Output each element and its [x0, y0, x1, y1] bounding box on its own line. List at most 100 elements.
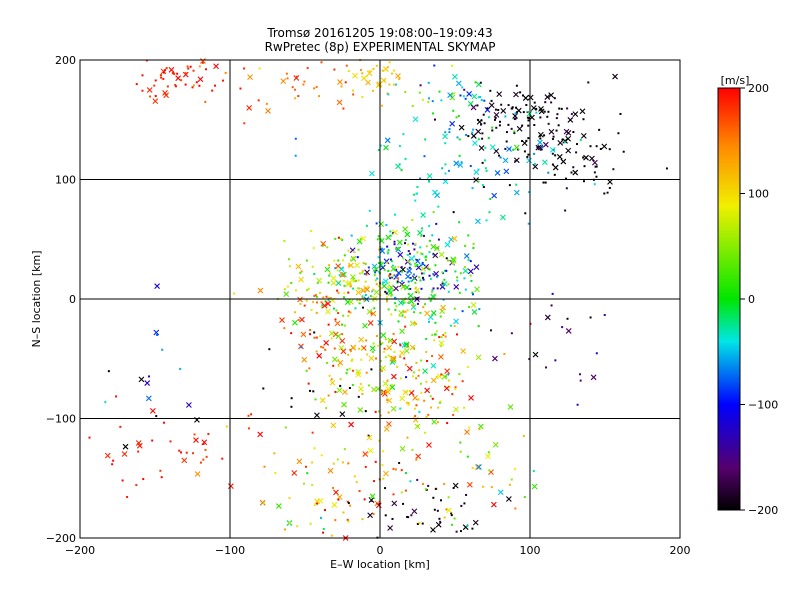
- data-point: [440, 345, 443, 348]
- data-point-cross: [200, 58, 206, 64]
- data-point: [489, 89, 492, 92]
- y-axis-label: N–S location [km]: [30, 250, 43, 347]
- data-point: [439, 499, 442, 502]
- data-point: [365, 224, 368, 227]
- data-point: [595, 175, 598, 178]
- data-point: [387, 249, 390, 252]
- data-point: [554, 154, 557, 157]
- data-point: [378, 410, 381, 413]
- data-point: [442, 334, 445, 337]
- data-point: [467, 234, 470, 237]
- data-point: [377, 149, 380, 152]
- data-point-cross: [121, 451, 128, 457]
- data-point: [359, 69, 362, 72]
- data-point: [519, 91, 522, 94]
- data-point: [351, 369, 354, 372]
- data-point: [347, 70, 350, 73]
- data-point-cross: [369, 493, 376, 500]
- data-point: [481, 485, 484, 488]
- data-point-cross: [484, 107, 491, 113]
- data-point: [416, 478, 419, 481]
- data-point-cross: [383, 144, 389, 151]
- data-point: [358, 272, 361, 275]
- data-point: [180, 451, 183, 454]
- data-point-cross: [464, 429, 470, 436]
- data-point-cross: [387, 289, 394, 296]
- data-point: [441, 271, 444, 274]
- data-point: [471, 467, 474, 470]
- data-point-cross: [324, 266, 331, 273]
- data-point: [347, 502, 350, 505]
- data-point: [360, 348, 363, 351]
- data-point: [443, 482, 446, 485]
- data-point: [421, 522, 424, 525]
- data-point-cross: [316, 352, 323, 359]
- data-point-cross: [325, 308, 331, 315]
- data-point: [460, 161, 463, 164]
- data-point: [378, 271, 381, 274]
- data-point: [444, 142, 447, 145]
- data-point-cross: [548, 92, 555, 98]
- data-point: [434, 264, 437, 267]
- data-point: [435, 275, 438, 278]
- data-point-cross: [358, 336, 365, 343]
- data-point: [358, 302, 361, 305]
- data-point: [382, 391, 385, 394]
- data-point-cross: [384, 137, 391, 144]
- data-point: [450, 514, 453, 517]
- data-point-cross: [414, 258, 421, 265]
- data-point-cross: [513, 144, 520, 151]
- data-point: [156, 333, 159, 336]
- data-point: [472, 242, 475, 245]
- data-point: [434, 487, 437, 490]
- data-point-cross: [438, 354, 444, 360]
- data-point-cross: [601, 143, 608, 150]
- data-point-cross: [490, 501, 497, 508]
- data-point: [431, 291, 434, 294]
- data-point: [372, 67, 375, 70]
- data-point-cross: [403, 347, 410, 354]
- data-point: [402, 302, 405, 305]
- data-point: [422, 306, 425, 309]
- data-point: [328, 274, 331, 277]
- x-tick-label: −100: [215, 544, 245, 557]
- data-point: [367, 434, 370, 437]
- data-point: [413, 193, 416, 196]
- data-point: [112, 459, 115, 462]
- data-point-cross: [293, 75, 300, 81]
- data-point: [433, 508, 436, 511]
- data-point: [376, 344, 379, 347]
- data-point: [375, 283, 378, 286]
- data-point: [334, 237, 337, 240]
- data-point: [250, 413, 253, 416]
- data-point: [383, 347, 386, 350]
- data-point-cross: [506, 146, 512, 152]
- data-point-cross: [330, 275, 337, 282]
- data-point: [407, 280, 410, 283]
- data-point: [413, 407, 416, 410]
- data-point-cross: [443, 385, 450, 392]
- data-point: [393, 240, 396, 243]
- data-point: [513, 132, 516, 135]
- data-point: [369, 295, 372, 298]
- data-point: [160, 476, 163, 479]
- x-tick-label: 100: [520, 544, 541, 557]
- data-point: [379, 414, 382, 417]
- data-point: [294, 97, 297, 100]
- data-point: [283, 288, 286, 291]
- data-point: [399, 344, 402, 347]
- data-point: [322, 527, 325, 530]
- data-point: [552, 135, 555, 138]
- data-point: [352, 279, 355, 282]
- data-point: [186, 65, 189, 68]
- data-point: [330, 378, 333, 381]
- data-point-cross: [441, 373, 448, 380]
- data-point: [535, 107, 538, 110]
- data-point: [243, 122, 246, 125]
- data-point: [419, 279, 422, 282]
- data-point: [524, 212, 527, 215]
- data-point-cross: [589, 155, 595, 162]
- data-point: [265, 102, 268, 105]
- data-point: [477, 96, 480, 99]
- data-point: [316, 281, 319, 284]
